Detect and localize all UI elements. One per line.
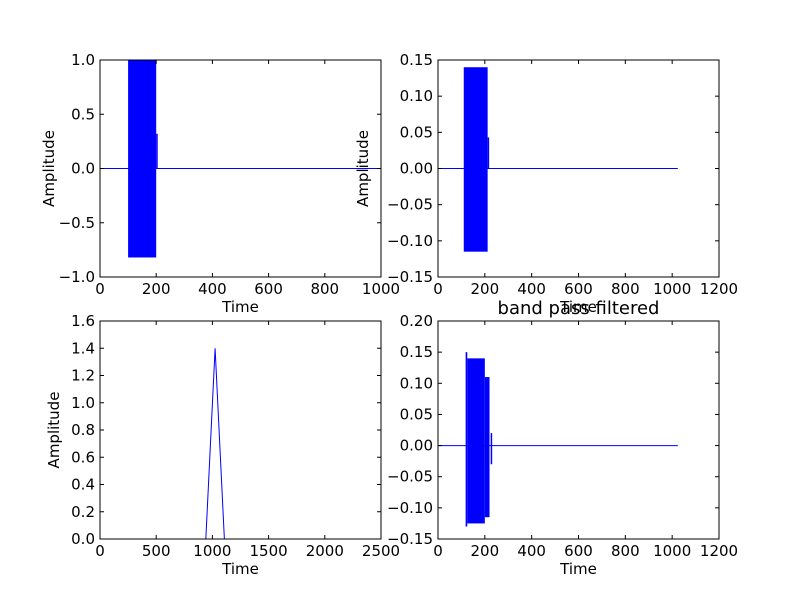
y-tick-label: 1.0 xyxy=(71,51,95,69)
x-tick-label: 1000 xyxy=(653,542,691,560)
subplot-title: band pass filtered xyxy=(498,298,660,319)
y-tick-label: 1.2 xyxy=(71,367,95,385)
x-tick-label: 2000 xyxy=(306,542,344,560)
x-tick-label: 400 xyxy=(517,280,546,298)
series-group xyxy=(438,352,678,527)
y-tick-label: 0.0 xyxy=(71,160,95,178)
x-tick-label: 1000 xyxy=(362,280,400,298)
y-tick-label: −1.0 xyxy=(59,268,95,286)
subplot-1: 0 200 400 600 800 1000 −1.0 −0.5 0.0 0.5 1.0 Time Am… xyxy=(40,51,400,316)
signal-tail xyxy=(487,137,490,169)
plot-area xyxy=(100,321,381,539)
subplot-3: 0 500 1000 1500 2000 2500 0.0 0.2 0.4 0.6 0.8 1.0 1.… xyxy=(45,312,400,578)
signal-envelope xyxy=(128,60,157,258)
y-tick-label: 0.15 xyxy=(400,343,433,361)
x-tick-label: 1000 xyxy=(653,280,691,298)
signal-envelope xyxy=(484,377,490,518)
x-tick-label: 400 xyxy=(517,542,546,560)
y-tick-label: 1.4 xyxy=(71,339,95,357)
y-tick-label: 0.5 xyxy=(71,105,95,123)
series-line xyxy=(205,348,225,539)
y-tick-label: −0.05 xyxy=(387,468,433,486)
y-tick-label: 0.00 xyxy=(400,160,433,178)
x-tick-label: 200 xyxy=(142,280,171,298)
x-tick-label: 1200 xyxy=(700,542,738,560)
x-tick-label: 0 xyxy=(433,542,443,560)
signal-tail xyxy=(490,433,493,465)
y-tick-label: 0.05 xyxy=(400,405,433,423)
x-tick-label: 800 xyxy=(611,542,640,560)
signal-envelope xyxy=(467,358,485,524)
y-tick-label: −0.10 xyxy=(387,499,433,517)
y-tick-label: −0.05 xyxy=(387,196,433,214)
x-tick-label: 0 xyxy=(95,542,105,560)
y-tick-label: 1.6 xyxy=(71,312,95,330)
y-tick-label: 0.10 xyxy=(400,87,433,105)
y-tick-label: 0.00 xyxy=(400,437,433,455)
x-tick-label: 1200 xyxy=(700,280,738,298)
x-tick-label: 400 xyxy=(198,280,227,298)
x-tick-label: 200 xyxy=(471,280,500,298)
y-tick-label: 0.15 xyxy=(400,51,433,69)
series-group xyxy=(100,60,381,258)
y-tick-label: 0.0 xyxy=(71,530,95,548)
x-tick-label: 1500 xyxy=(250,542,288,560)
x-tick-label: 600 xyxy=(254,280,283,298)
x-tick-label: 600 xyxy=(564,280,593,298)
y-axis-label: Amplitude xyxy=(40,130,58,207)
y-tick-label: 0.6 xyxy=(71,448,95,466)
signal-tail xyxy=(156,133,158,169)
x-tick-label: 800 xyxy=(310,280,339,298)
y-tick-label: 0.10 xyxy=(400,374,433,392)
y-tick-label: 0.05 xyxy=(400,123,433,141)
x-tick-label: 1000 xyxy=(193,542,231,560)
series-group xyxy=(205,348,225,539)
x-axis-label: Time xyxy=(559,298,597,316)
subplots: 0 200 400 600 800 1000 −1.0 −0.5 0.0 0.5 1.0 Time Am… xyxy=(40,51,738,578)
y-tick-label: 0.20 xyxy=(400,312,433,330)
x-tick-label: 800 xyxy=(611,280,640,298)
y-tick-label: −0.10 xyxy=(387,232,433,250)
y-tick-label: 1.0 xyxy=(71,394,95,412)
y-axis-label: Amplitude xyxy=(354,130,372,207)
x-tick-label: 2500 xyxy=(362,542,400,560)
x-tick-label: 600 xyxy=(564,542,593,560)
signal-envelope xyxy=(465,352,468,527)
series-group xyxy=(438,67,678,252)
x-tick-label: 0 xyxy=(433,280,443,298)
x-tick-label: 500 xyxy=(142,542,171,560)
y-tick-label: 0.2 xyxy=(71,503,95,521)
x-tick-label: 200 xyxy=(471,542,500,560)
y-tick-label: −0.15 xyxy=(387,268,433,286)
y-axis-label: Amplitude xyxy=(45,392,63,469)
subplot-4: 0 200 400 600 800 1000 1200 −0.15 −0.10 −0.05 0.00… xyxy=(387,298,738,578)
x-axis-label: Time xyxy=(221,560,259,578)
y-tick-label: 0.4 xyxy=(71,476,95,494)
y-tick-label: −0.5 xyxy=(59,214,95,232)
x-axis-label: Time xyxy=(221,298,259,316)
subplot-2: 0 200 400 600 800 1000 1200 −0.15 −0.10 −0.05 0.00… xyxy=(354,51,738,316)
x-tick-label: 0 xyxy=(95,280,105,298)
y-tick-label: 0.8 xyxy=(71,421,95,439)
signal-envelope xyxy=(463,67,488,252)
y-tick-label: −0.15 xyxy=(387,530,433,548)
x-axis-label: Time xyxy=(559,560,597,578)
